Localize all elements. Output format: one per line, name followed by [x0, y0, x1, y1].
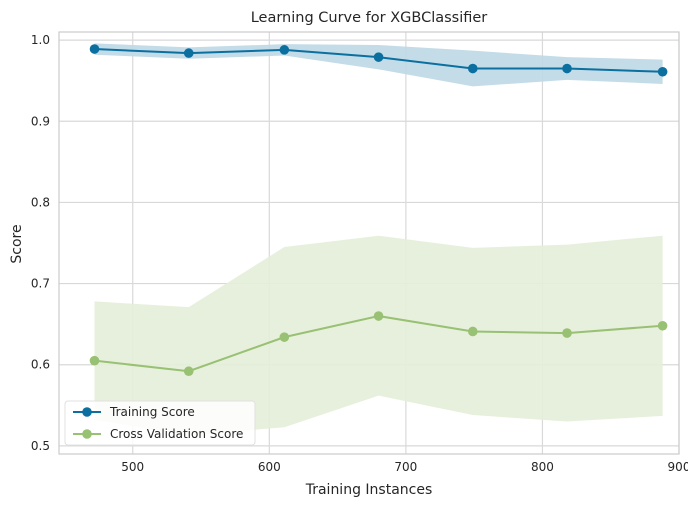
confidence-bands: [94, 43, 663, 436]
series-1-confidence-band: [94, 235, 663, 436]
series-0-point: [373, 52, 384, 62]
legend-box: [64, 400, 256, 446]
series-1-point: [183, 366, 194, 377]
series-1-point: [279, 332, 290, 342]
x-tick-label: 700: [394, 460, 417, 474]
legend-swatch-marker: [82, 407, 92, 417]
series-0-point: [183, 48, 194, 58]
legend: Training Score Cross Validation Score: [64, 400, 256, 446]
series-1-point: [657, 320, 668, 331]
y-tick-label: 1.0: [31, 33, 50, 47]
chart-title: Learning Curve for XGBClassifier: [251, 10, 488, 26]
x-axis-label: Training Instances: [305, 482, 433, 498]
y-tick-label: 0.7: [31, 277, 50, 291]
x-tick-label: 500: [121, 460, 144, 474]
series-0-point: [279, 45, 290, 55]
x-tick-label: 800: [531, 460, 554, 474]
series-0-confidence-band: [94, 43, 663, 87]
series-0-point: [657, 66, 668, 77]
legend-label: Cross Validation Score: [110, 427, 243, 441]
legend-label: Training Score: [109, 405, 195, 419]
series-0-point: [89, 44, 100, 54]
series-1-point: [373, 311, 384, 321]
legend-swatch-marker: [82, 429, 92, 439]
y-tick-label: 0.8: [31, 195, 50, 209]
y-tick-label: 0.5: [31, 439, 50, 453]
y-tick-label: 0.6: [31, 358, 50, 372]
series-1-point: [562, 328, 572, 338]
series-1-point: [467, 326, 478, 337]
x-tick-label: 900: [668, 460, 688, 474]
series-points: [89, 44, 668, 377]
series-0-point: [467, 63, 478, 74]
plot-frame: [58, 31, 680, 455]
tick-labels: 500 600 700 800 900 0.5 0.6 0.7 0.8 0.9 1.0: [31, 33, 688, 474]
y-tick-label: 0.9: [31, 114, 50, 128]
series-0-point: [562, 63, 572, 74]
y-axis-label: Score: [9, 224, 25, 263]
x-tick-label: 600: [258, 460, 281, 474]
series-1-point: [89, 355, 100, 366]
